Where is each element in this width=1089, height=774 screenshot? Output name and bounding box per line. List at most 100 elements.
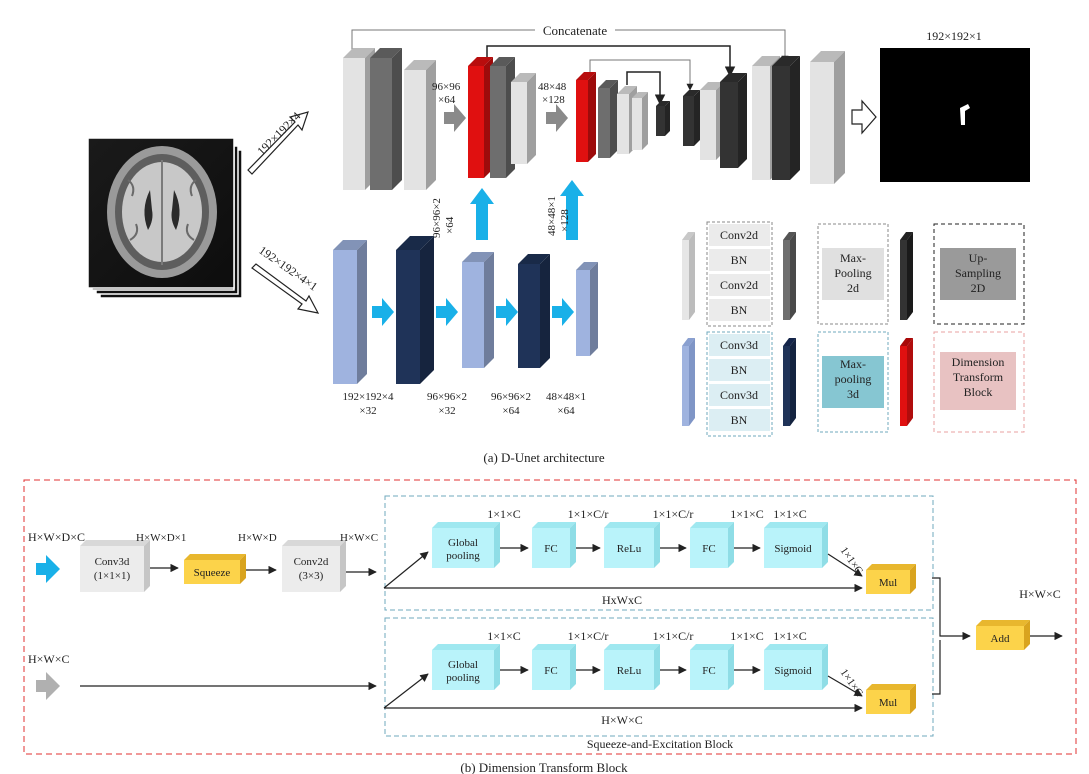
se-node-0: Global pooling [432,522,500,568]
se-node-1: FC [532,644,576,690]
legend-maxpool2d-label: Max-Pooling 2d [834,251,871,295]
dt-arrow-2 [560,180,584,240]
in3d-arrow [36,555,60,583]
slab-2d-11 [683,90,700,146]
se-dim-label-1: 1×1×C/r [568,507,609,521]
se-node-2: ReLu [604,522,660,568]
se-block-top-border [384,495,934,611]
slab-2d-10 [656,101,670,136]
svg-text:FC: FC [702,665,715,677]
bypass-label: H×W×C [601,713,643,727]
slab-3d-0 [333,240,367,384]
se-node-0: Global pooling [432,644,500,690]
dt2-label: 48×48×1×128 [546,196,571,236]
svg-text:96×96×2×64: 96×96×2 ×64 [491,391,531,417]
add-out-label: H×W×C [1019,587,1061,601]
legend-dimension-slab [900,338,913,426]
encoder-3d-slabs [333,236,598,384]
slab-2d-16 [810,51,845,184]
skip1-label: 96×96 ×64 [432,81,461,106]
se-node-3: FC [690,522,734,568]
legend-upsample-slab [900,232,913,320]
se-node-1: FC [532,522,576,568]
input-2d-label: 192×192×4 [254,109,303,158]
svg-text:Mul: Mul [879,697,897,709]
input-2d-arrow: 192×192×4 [247,109,309,175]
svg-text:Sigmoid: Sigmoid [774,665,812,677]
slab-2d-9 [632,92,648,150]
slab-2d-1 [370,48,402,190]
conv3d-out-label: H×W×D×1 [136,532,186,544]
legend-maxpool3d-box [817,331,889,433]
squeeze-out-label: H×W×D [238,532,277,544]
in3d-label: H×W×D×C [28,530,85,544]
svg-text:BN: BN [731,363,748,377]
mul-dim-label: 1×1×C [838,667,865,699]
legend-conv3d-block [706,331,773,437]
concatenate-label: Concatenate [543,23,607,38]
svg-text:192×192×4×32: 192×192×4 ×32 [343,391,394,417]
legend-upsample-label: Up-Sampling 2D [955,251,1001,295]
svg-text:Conv2d: Conv2d [720,278,758,292]
svg-text:Conv2d: Conv2d [720,228,758,242]
part-b-caption: (b) Dimension Transform Block [460,760,628,774]
part-b-dimension-transform: H×W×D×C H×W×C Conv3d (1×1×1) H×W×D×1 Sque… [23,479,1077,774]
mri-input-stack [87,137,243,299]
slab-2d-3 [468,57,493,178]
se-caption: Squeeze-and-Excitation Block [587,737,733,751]
legend-maxpool3d-slab [783,338,796,426]
svg-text:Add: Add [991,633,1010,645]
mul-node: Mul [866,564,916,594]
se-dim-label-3: 1×1×C [730,507,764,521]
conv3d-node: Conv3d (1×1×1) [80,540,150,592]
input-3d-arrow: 192×192×4×1 [251,243,320,314]
slab-2d-6 [576,72,596,162]
svg-text:48×48×1×64: 48×48×1 ×64 [546,391,586,417]
slab-3d-2 [462,252,494,368]
dt-up-arrows [470,180,584,240]
svg-text:Conv3d: Conv3d [720,388,758,402]
legend-conv3d-cells: Conv3d BN Conv3d BN [709,334,770,431]
svg-text:BN: BN [731,303,748,317]
se-dim-label-1: 1×1×C/r [568,629,609,643]
se-node-4: Sigmoid [764,522,828,568]
add-node: Add [976,620,1030,650]
legend-conv3d-slab [682,338,695,426]
se-dim-label-3: 1×1×C [773,629,807,643]
legend-conv2d-block [706,221,773,327]
se-bottom-row: Global pooling 1×1×C FC 1×1×C/r ReLu 1×1×C/r FC… [383,629,916,727]
legend: Conv2d BN Conv2d BN Max-Pooling 2d [682,221,1025,437]
mul-dim-label: 1×1×C [838,545,865,577]
grey-downsample-arrows [444,104,568,132]
legend-maxpool2d-box [817,223,889,325]
slab-2d-15 [772,56,800,180]
se-dim-label-0: 1×1×C [487,629,521,643]
se-dim-label-2: 1×1×C/r [653,507,694,521]
dt-block-border [23,479,1077,755]
se-dim-label-2: 1×1×C/r [653,629,694,643]
output-arrow [851,99,877,135]
skip2-label: 48×48 ×128 [538,81,567,106]
svg-text:Squeeze: Squeeze [194,567,231,579]
grey-arrow-2 [546,104,568,132]
se-dim-label-3: 1×1×C [773,507,807,521]
input-3d-label: 192×192×4×1 [256,243,320,294]
part-a-caption: (a) D-Unet architecture [483,450,604,465]
svg-text:Mul: Mul [879,577,897,589]
svg-text:ReLu: ReLu [617,665,642,677]
in2d-label: H×W×C [28,652,70,666]
dt1-label: 96×96×2×64 [431,198,456,238]
se-node-3: FC [690,644,734,690]
in2d-arrow [36,672,60,700]
se-node-2: ReLu [604,644,660,690]
bypass-label: HxWxC [602,593,642,607]
squeeze-node: Squeeze [184,554,246,584]
legend-upsample-box [933,223,1025,325]
encoder-3d-arrows [372,298,574,326]
se-top-row: Global pooling 1×1×C FC 1×1×C/r ReLu 1×1×C/r FC… [383,507,916,607]
se-dim-label-0: 1×1×C [487,507,521,521]
legend-conv2d-slab [682,232,695,320]
output-label: 192×192×1 [926,29,982,43]
